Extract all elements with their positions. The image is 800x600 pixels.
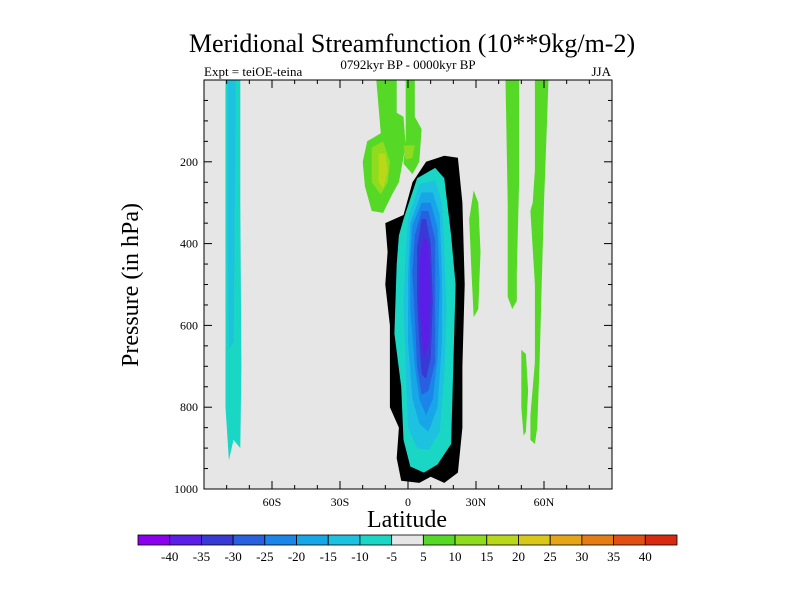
colorbar-label: 35 <box>607 549 620 564</box>
contour-sp-inner <box>227 80 236 350</box>
y-tick-label: 400 <box>180 237 198 251</box>
colorbar-swatch <box>359 534 393 546</box>
colorbar-label: 15 <box>480 549 493 564</box>
colorbar-label: -30 <box>224 549 241 564</box>
y-tick-label: 600 <box>180 318 198 332</box>
y-tick-label: 800 <box>180 400 198 414</box>
colorbar-label: -5 <box>386 549 397 564</box>
colorbar-label: -35 <box>193 549 210 564</box>
contour-mid-col <box>505 80 520 309</box>
colorbar-label: 30 <box>575 549 588 564</box>
x-axis: 60S 30S 0 30N 60N <box>203 80 613 509</box>
colorbar-label: 40 <box>639 549 652 564</box>
plot-area: 60S 30S 0 30N 60N 200 400 600 800 1000 <box>174 79 613 509</box>
chart-title: Meridional Streamfunction (10**9kg/m-2) <box>189 29 635 58</box>
y-axis: 200 400 600 800 1000 <box>174 79 612 496</box>
time-range-label: 0792kyr BP - 0000kyr BP <box>340 57 475 72</box>
x-tick-label: 30N <box>466 495 487 509</box>
x-axis-title: Latitude <box>367 507 447 533</box>
colorbar-label: -25 <box>256 549 273 564</box>
x-tick-label: 0 <box>405 495 411 509</box>
colorbar-label: 20 <box>512 549 525 564</box>
contour-fill-group <box>225 80 549 483</box>
colorbar-swatch <box>264 534 297 546</box>
x-tick-label: 60N <box>534 495 555 509</box>
contour-up-pos-e <box>403 145 415 160</box>
colorbar: -40 -35 -30 -25 -20 -15 -10 -5 5 10 15 20 25 30 35 40 <box>137 534 678 564</box>
colorbar-swatch <box>232 534 266 546</box>
contour-sub-strip <box>469 190 481 318</box>
experiment-label: Expt = teiOE-teina <box>204 64 303 79</box>
colorbar-label: -10 <box>351 549 368 564</box>
season-label: JJA <box>591 64 611 79</box>
contour-up-pos-d <box>378 153 388 189</box>
y-tick-label: 200 <box>180 155 198 169</box>
colorbar-label: -40 <box>161 549 178 564</box>
y-axis-title: Pressure (in hPa) <box>118 203 144 367</box>
y-tick-label: 1000 <box>174 482 198 496</box>
colorbar-swatch <box>644 534 678 546</box>
colorbar-swatch <box>327 534 361 546</box>
colorbar-swatch <box>486 534 519 546</box>
colorbar-swatch <box>137 534 171 546</box>
colorbar-swatch <box>454 534 488 546</box>
colorbar-swatch <box>201 534 234 546</box>
colorbar-swatch <box>422 534 456 546</box>
colorbar-label: 10 <box>449 549 462 564</box>
colorbar-swatch <box>169 534 202 546</box>
colorbar-swatch <box>391 534 424 546</box>
colorbar-label: 5 <box>420 549 427 564</box>
colorbar-swatch <box>613 534 646 546</box>
colorbar-swatch <box>296 534 329 546</box>
x-tick-label: 60S <box>263 495 282 509</box>
colorbar-label: 25 <box>544 549 557 564</box>
contour-hd-40 <box>419 235 431 359</box>
colorbar-swatch <box>581 534 614 546</box>
contour-north-col <box>530 80 549 444</box>
x-tick-label: 30S <box>331 495 350 509</box>
contour-mid-streak <box>521 349 529 436</box>
colorbar-label: -20 <box>288 549 305 564</box>
colorbar-label: -15 <box>320 549 337 564</box>
colorbar-swatch <box>549 534 583 546</box>
colorbar-swatch <box>518 534 551 546</box>
